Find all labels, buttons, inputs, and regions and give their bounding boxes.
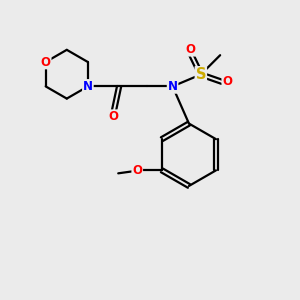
Text: O: O [185,43,195,56]
Text: O: O [132,164,142,177]
Text: N: N [83,80,93,93]
Text: N: N [168,80,178,93]
Text: O: O [222,75,232,88]
Text: O: O [109,110,119,123]
Text: O: O [41,56,51,68]
Text: S: S [196,67,206,82]
